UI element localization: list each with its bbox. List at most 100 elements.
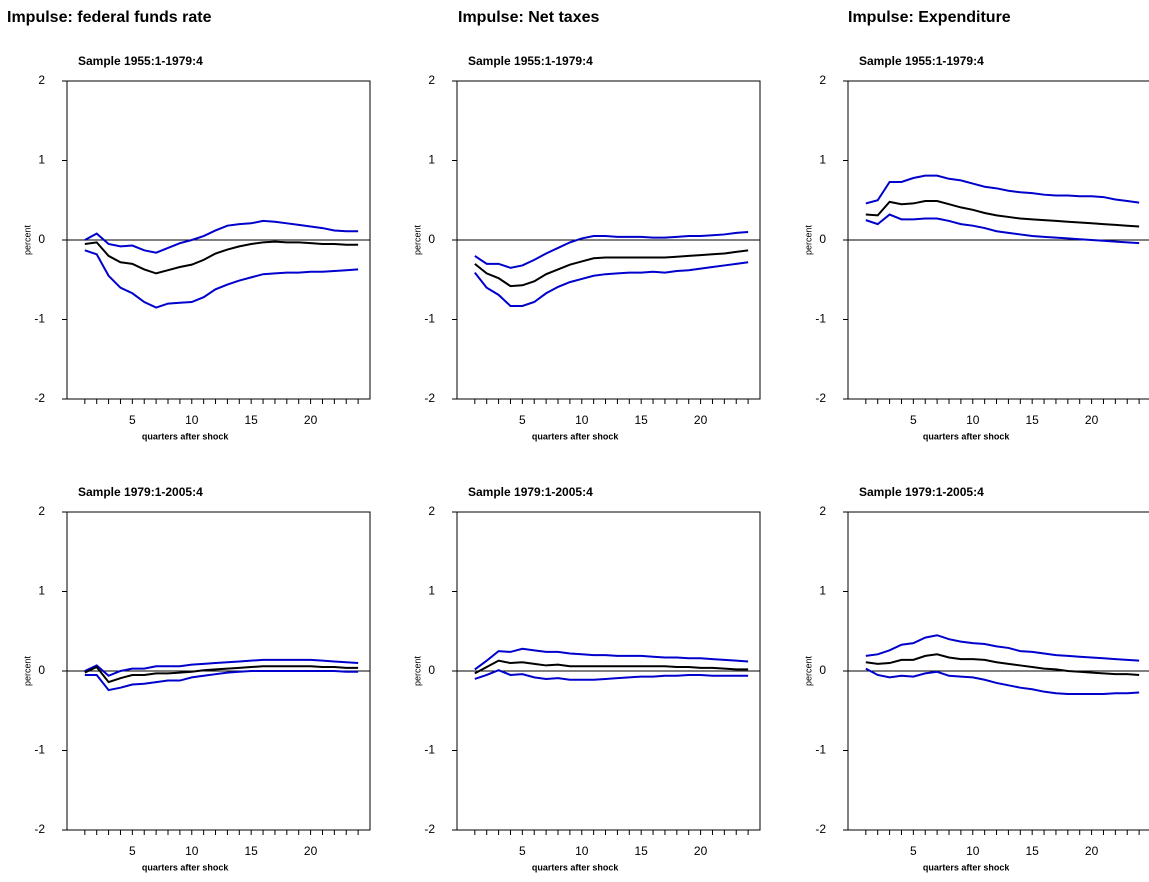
x-tick-label: 20 — [304, 844, 318, 858]
y-tick-label: 0 — [38, 663, 45, 677]
x-axis-label: quarters after shock — [532, 431, 620, 441]
series-line — [474, 231, 749, 269]
x-tick-label: 5 — [519, 844, 526, 858]
series-line — [84, 240, 359, 275]
x-tick-label: 15 — [634, 413, 648, 427]
x-tick-label: 5 — [129, 844, 136, 858]
y-axis-label: percent — [803, 655, 813, 686]
series-line — [865, 200, 1140, 228]
x-tick-label: 10 — [185, 844, 199, 858]
x-tick-label: 5 — [129, 413, 136, 427]
x-axis-label: quarters after shock — [532, 862, 620, 872]
y-tick-label: 1 — [428, 153, 435, 167]
panel-title: Sample 1979:1-2005:4 — [468, 485, 593, 499]
y-tick-label: -2 — [424, 822, 435, 836]
y-tick-label: 2 — [428, 504, 435, 518]
x-tick-label: 10 — [575, 413, 589, 427]
x-tick-label: 10 — [575, 844, 589, 858]
series-line — [474, 261, 749, 307]
y-tick-label: -1 — [34, 312, 45, 326]
y-tick-label: -2 — [34, 822, 45, 836]
y-axis-label: percent — [803, 224, 813, 255]
panel-title: Sample 1979:1-2005:4 — [859, 485, 984, 499]
series-line — [865, 174, 1140, 205]
panel: Sample 1979:1-2005:4 -2 -1 0 1 2 5 10 15 20 quarte… — [803, 485, 1149, 872]
y-tick-label: 0 — [428, 232, 435, 246]
x-axis-label: quarters after shock — [923, 431, 1011, 441]
series-line — [865, 653, 1140, 676]
x-axis-label: quarters after shock — [923, 862, 1011, 872]
y-tick-label: 1 — [428, 584, 435, 598]
series-line — [474, 647, 749, 671]
y-tick-label: 1 — [819, 584, 826, 598]
series-line — [84, 658, 359, 677]
x-tick-label: 20 — [694, 413, 708, 427]
y-tick-label: 1 — [38, 584, 45, 598]
panel-title: Sample 1955:1-1979:4 — [468, 54, 593, 68]
y-tick-label: 2 — [428, 73, 435, 87]
y-axis-label: percent — [412, 655, 422, 686]
y-tick-label: -2 — [815, 391, 826, 405]
y-axis-label: percent — [412, 224, 422, 255]
series-line — [474, 249, 749, 288]
y-tick-label: -1 — [815, 743, 826, 757]
x-tick-label: 20 — [1085, 413, 1099, 427]
y-tick-label: 2 — [819, 504, 826, 518]
y-tick-label: 0 — [819, 663, 826, 677]
series-line — [865, 213, 1140, 245]
y-tick-label: 0 — [38, 232, 45, 246]
x-tick-label: 5 — [910, 413, 917, 427]
y-tick-label: 1 — [819, 153, 826, 167]
x-tick-label: 10 — [185, 413, 199, 427]
y-tick-label: 2 — [38, 73, 45, 87]
x-tick-label: 20 — [304, 413, 318, 427]
y-tick-label: -1 — [34, 743, 45, 757]
panel: Sample 1955:1-1979:4 -2 -1 0 1 2 5 10 15 20 quarte… — [412, 54, 761, 441]
series-line — [84, 249, 359, 309]
y-tick-label: -2 — [815, 822, 826, 836]
series-line — [84, 219, 359, 254]
panel-title: Sample 1955:1-1979:4 — [859, 54, 984, 68]
panel: Sample 1955:1-1979:4 -2 -1 0 1 2 5 10 15 20 quarte… — [803, 54, 1149, 441]
y-axis-label: percent — [22, 224, 32, 255]
x-tick-label: 5 — [910, 844, 917, 858]
y-tick-label: -1 — [815, 312, 826, 326]
x-tick-label: 15 — [244, 413, 258, 427]
y-tick-label: 2 — [819, 73, 826, 87]
y-tick-label: 1 — [38, 153, 45, 167]
panel: Sample 1955:1-1979:4 -2 -1 0 1 2 5 10 15 20 quarte… — [22, 54, 371, 441]
x-tick-label: 15 — [1025, 413, 1039, 427]
x-tick-label: 15 — [634, 844, 648, 858]
series-line — [474, 669, 749, 681]
panel: Sample 1979:1-2005:4 -2 -1 0 1 2 5 10 15 20 quarte… — [412, 485, 761, 872]
column-heading: Impulse: Net taxes — [458, 9, 599, 26]
x-tick-label: 15 — [244, 844, 258, 858]
x-tick-label: 20 — [1085, 844, 1099, 858]
series-line — [84, 665, 359, 684]
series-line — [474, 659, 749, 675]
y-tick-label: -2 — [424, 391, 435, 405]
column-heading: Impulse: federal funds rate — [7, 9, 212, 26]
y-tick-label: -2 — [34, 391, 45, 405]
y-tick-label: 0 — [819, 232, 826, 246]
x-tick-label: 15 — [1025, 844, 1039, 858]
y-tick-label: -1 — [424, 743, 435, 757]
x-axis-label: quarters after shock — [142, 431, 230, 441]
series-line — [865, 634, 1140, 662]
x-axis-label: quarters after shock — [142, 862, 230, 872]
x-tick-label: 5 — [519, 413, 526, 427]
y-tick-label: 2 — [38, 504, 45, 518]
x-tick-label: 10 — [966, 413, 980, 427]
panel: Sample 1979:1-2005:4 -2 -1 0 1 2 5 10 15 20 quarte… — [22, 485, 371, 872]
y-axis-label: percent — [22, 655, 32, 686]
y-tick-label: 0 — [428, 663, 435, 677]
panel-title: Sample 1979:1-2005:4 — [78, 485, 203, 499]
x-tick-label: 20 — [694, 844, 708, 858]
x-tick-label: 10 — [966, 844, 980, 858]
series-line — [865, 667, 1140, 696]
y-tick-label: -1 — [424, 312, 435, 326]
column-heading: Impulse: Expenditure — [848, 9, 1011, 26]
panel-title: Sample 1955:1-1979:4 — [78, 54, 203, 68]
series-line — [84, 670, 359, 692]
